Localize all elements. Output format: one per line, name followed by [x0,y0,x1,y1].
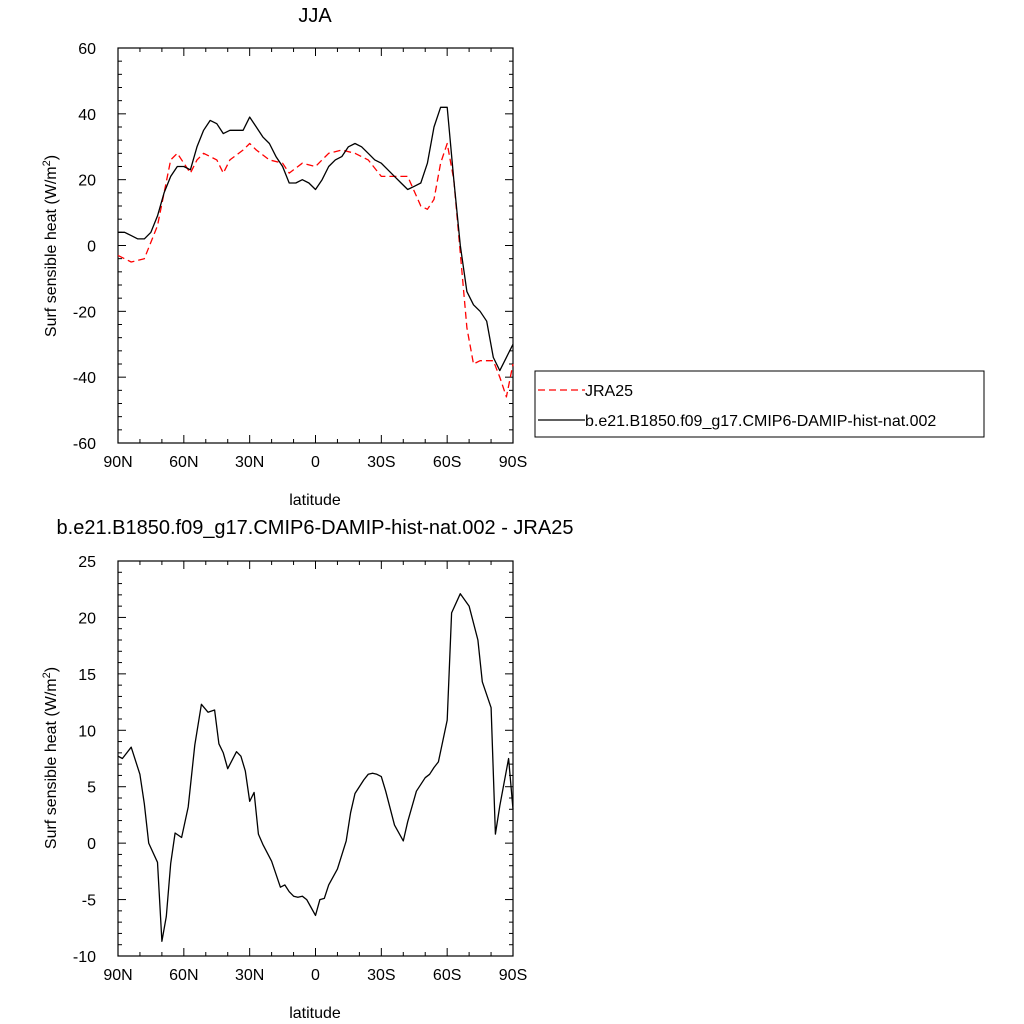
y-tick-label: 20 [78,173,96,190]
x-tick-label: 0 [311,967,320,984]
legend-label-model: b.e21.B1850.f09_g17.CMIP6-DAMIP-hist-nat… [585,413,936,430]
x-tick-label: 90S [499,454,527,471]
x-tick-label: 30S [367,967,395,984]
x-tick-label: 60S [433,967,461,984]
legend: JRA25 b.e21.B1850.f09_g17.CMIP6-DAMIP-hi… [534,370,985,438]
x-tick-label: 60N [169,454,198,471]
y-axis-label: Surf sensible heat (W/m2) [41,155,60,337]
y-tick-label: 5 [87,780,96,797]
plot-area: 90N 60N 30N 0 30S 60S 90S -60 -40 -20 0 20 40 60 [73,41,527,471]
plot-frame [117,47,514,444]
y-axis-label: Surf sensible heat (W/m2) [41,667,60,849]
panel-title: JJA [298,5,332,27]
plot-area: 90N 60N 30N 0 30S 60S 90S -10 -5 0 5 10 15 20 25 [73,554,527,984]
y-tick-label: 20 [78,610,96,627]
series-line-1 [118,106,514,372]
top-panel: JJA 90N 60N 30N 0 30S 60S 90S-60-40-200204060 … [41,5,985,509]
x-tick-label: 0 [311,454,320,471]
y-tick-label: -5 [82,893,96,910]
bottom-panel: b.e21.B1850.f09_g17.CMIP6-DAMIP-hist-nat… [41,517,573,1022]
x-tick-label: 30S [367,454,395,471]
y-tick-label: 40 [78,107,96,124]
y-tick-label: -60 [73,436,96,453]
x-tick-label: 90S [499,967,527,984]
x-axis-label: latitude [289,1005,341,1022]
x-tick-label: 90N [103,967,132,984]
y-tick-label: 25 [78,554,96,571]
y-tick-label: 10 [78,723,96,740]
plot-frame [117,560,514,957]
y-tick-label: -10 [73,949,96,966]
x-tick-label: 30N [235,454,264,471]
y-tick-label: 60 [78,41,96,58]
legend-label-jra25: JRA25 [585,383,633,400]
y-tick-label: -40 [73,370,96,387]
y-tick-label: 0 [87,239,96,256]
x-tick-label: 60N [169,967,198,984]
legend-box [534,370,985,438]
x-tick-label: 30N [235,967,264,984]
series-line-0 [117,593,514,942]
x-axis-label: latitude [289,492,341,509]
x-tick-label: 60S [433,454,461,471]
series-line-0 [117,142,514,398]
y-tick-label: 15 [78,667,96,684]
y-tick-label: -20 [73,304,96,321]
panel-title: b.e21.B1850.f09_g17.CMIP6-DAMIP-hist-nat… [57,517,574,539]
x-tick-label: 90N [103,454,132,471]
y-tick-label: 0 [87,836,96,853]
